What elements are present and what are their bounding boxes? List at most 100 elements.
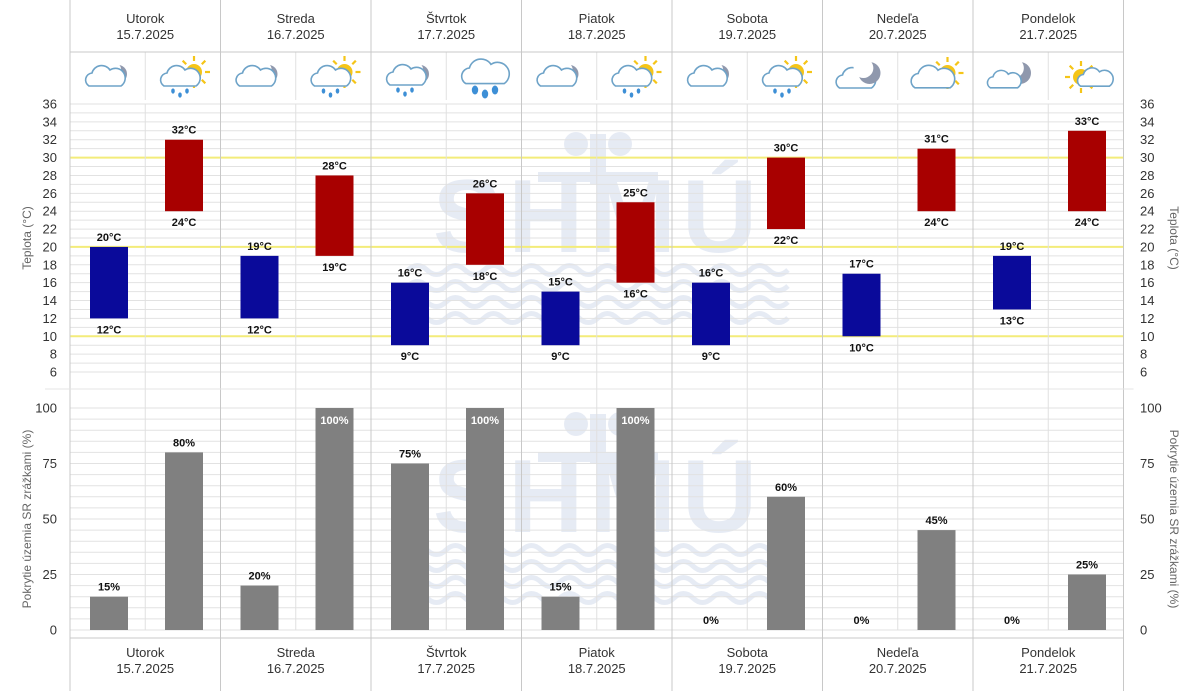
precipitation-bars: 15% 20% 75% 15% 0% 0% 0% 80% 100% 100% 100% 60% 45% 2…	[90, 408, 1106, 630]
precipitation-tick-label-left: 100	[35, 401, 57, 416]
partly-cloudy-night-icon	[986, 58, 1031, 89]
temperature-tick-label-right: 34	[1140, 114, 1154, 129]
watermark-wave	[406, 263, 790, 277]
day-temperature-max-label: 31°C	[924, 134, 949, 146]
night-precipitation-label: 0%	[703, 615, 719, 627]
day-temperature-min-label: 19°C	[322, 262, 347, 274]
day-precipitation-label: 25%	[1076, 560, 1098, 572]
sun-ray	[954, 80, 960, 86]
day-name-header: Streda	[277, 11, 316, 26]
day-date-header: 20.7.2025	[869, 27, 927, 42]
rain-drop	[636, 88, 641, 94]
day-temperature-max-label: 28°C	[322, 160, 347, 172]
day-name-footer: Nedeľa	[877, 645, 920, 660]
day-temperature-min-label: 24°C	[1075, 217, 1100, 229]
cloud-shape	[385, 63, 427, 86]
day-date-header: 21.7.2025	[1019, 27, 1077, 42]
temperature-tick-label-left: 8	[50, 347, 57, 362]
day-precipitation-bar	[466, 408, 504, 630]
rain-drop	[780, 92, 784, 98]
temperature-tick-label-left: 28	[43, 168, 57, 183]
temperature-tick-label-left: 32	[43, 132, 57, 147]
day-date-header: 19.7.2025	[718, 27, 776, 42]
rain-drop	[403, 91, 407, 97]
night-temperature-min-label: 12°C	[247, 324, 272, 336]
day-date-header: 17.7.2025	[417, 27, 475, 42]
day-precipitation-bar	[767, 496, 805, 630]
rain-drop	[471, 85, 479, 95]
night-precipitation-label: 0%	[1004, 615, 1020, 627]
rain-drop	[481, 89, 489, 99]
cloud-shape	[686, 64, 728, 87]
rain-drop	[335, 88, 340, 94]
night-temperature-max-label: 20°C	[97, 232, 122, 244]
rain-night-icon	[385, 61, 429, 97]
precipitation-tick-label-right: 100	[1140, 401, 1162, 416]
cloud-shape	[761, 64, 803, 87]
temperature-tick-label-left: 12	[43, 311, 57, 326]
day-date-header: 16.7.2025	[267, 27, 325, 42]
day-temperature-min-label: 24°C	[924, 217, 949, 229]
rain-drop	[410, 87, 414, 93]
temperature-tick-label-left: 18	[43, 257, 57, 272]
day-temperature-min-label: 16°C	[623, 289, 648, 301]
day-name-header: Utorok	[126, 11, 165, 26]
cloud-shape	[159, 64, 201, 87]
day-temperature-bar	[466, 193, 504, 265]
night-temperature-min-label: 13°C	[1000, 315, 1025, 327]
day-precipitation-label: 45%	[925, 515, 947, 527]
rain-drop	[787, 88, 791, 94]
watermark-bar	[538, 172, 658, 182]
night-temperature-bar	[541, 291, 580, 346]
cloud-shape	[235, 64, 277, 87]
day-date-footer: 17.7.2025	[417, 661, 475, 676]
cloud-shape	[310, 64, 352, 87]
temperature-tick-label-right: 22	[1140, 222, 1154, 237]
sun-ray	[1068, 64, 1074, 70]
sun-ray	[803, 79, 809, 85]
rain-drop	[171, 88, 175, 94]
day-date-footer: 19.7.2025	[718, 661, 776, 676]
rain-drop	[629, 92, 634, 98]
rain-drop	[185, 88, 189, 94]
temperature-tick-label-left: 26	[43, 186, 57, 201]
cloudy-night-icon	[84, 61, 127, 87]
temperature-tick-label-right: 10	[1140, 329, 1154, 344]
day-date-footer: 16.7.2025	[267, 661, 325, 676]
day-name-footer: Streda	[277, 645, 316, 660]
rain-drop	[178, 92, 182, 98]
day-precipitation-label: 100%	[621, 415, 649, 427]
night-precipitation-label: 0%	[854, 615, 870, 627]
sun-ray	[201, 59, 207, 65]
temperature-tick-label-right: 24	[1140, 204, 1154, 219]
day-date-header: 15.7.2025	[116, 27, 174, 42]
day-name-footer: Pondelok	[1021, 645, 1076, 660]
sun-ray	[652, 59, 658, 65]
heavy-rain-icon	[460, 58, 511, 99]
rain-sun-icon	[159, 56, 210, 98]
day-date-footer: 18.7.2025	[568, 661, 626, 676]
day-temperature-bar	[165, 139, 203, 212]
rain-sun-icon	[310, 56, 361, 98]
temperature-tick-label-right: 30	[1140, 150, 1154, 165]
temperature-axis-title-right: Teplota (°C)	[1167, 206, 1181, 270]
rain-drop	[491, 85, 499, 95]
cloudy-night-icon	[235, 61, 278, 87]
sun-ray	[783, 59, 789, 65]
night-precipitation-bar	[90, 596, 128, 630]
day-date-footer: 21.7.2025	[1019, 661, 1077, 676]
night-temperature-min-label: 9°C	[401, 351, 420, 363]
temperature-tick-label-left: 24	[43, 204, 57, 219]
precipitation-tick-label-left: 50	[43, 512, 57, 527]
night-temperature-max-label: 15°C	[548, 277, 573, 289]
precipitation-tick-label-right: 0	[1140, 623, 1147, 638]
cloudy-night-icon	[686, 61, 729, 87]
sun-ray	[201, 79, 207, 85]
night-temperature-max-label: 19°C	[247, 241, 272, 253]
cloud-shape	[1076, 66, 1114, 87]
cloud-shape	[460, 58, 511, 85]
sun-ray	[1068, 84, 1074, 90]
night-precipitation-bar	[391, 463, 429, 630]
